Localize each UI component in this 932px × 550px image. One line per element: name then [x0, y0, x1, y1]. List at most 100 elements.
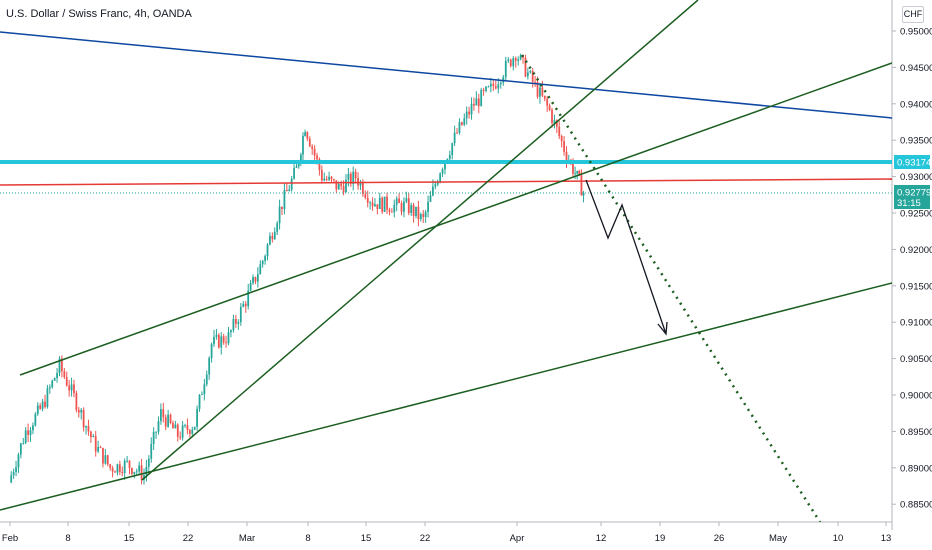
x-axis: Feb 8 15 22 Mar 8 15 22 Apr 12 19 26 May 10 13 — [2, 522, 891, 544]
candle-body — [340, 183, 343, 187]
candle-body — [56, 373, 58, 379]
x-tick-label: May — [769, 533, 787, 544]
candle-body — [61, 358, 63, 372]
candle-body — [543, 95, 546, 99]
candle-body — [293, 167, 295, 179]
y-tick-label: 0.93500 — [900, 136, 932, 147]
candle-body — [111, 467, 114, 472]
y-tick-label: 0.95000 — [900, 27, 932, 38]
last-price-tag — [894, 185, 930, 209]
candle-body — [290, 178, 293, 190]
candle-body — [434, 184, 437, 187]
x-tick-label: 8 — [65, 533, 70, 544]
candle-body — [123, 460, 126, 474]
candle-body — [558, 126, 561, 136]
candle-body — [288, 189, 291, 192]
candle-body — [215, 334, 218, 337]
candle-body — [398, 198, 400, 204]
candle-body — [328, 176, 330, 180]
candle-body — [470, 103, 473, 115]
candle-body — [456, 132, 458, 134]
candle-body — [68, 385, 71, 391]
candle-body — [359, 182, 362, 186]
y-tick-label: 0.90000 — [900, 391, 932, 402]
candle-body — [17, 454, 20, 468]
candle-body — [89, 431, 92, 438]
candle-body — [172, 422, 174, 429]
candle-body — [453, 132, 456, 144]
candle-body — [306, 132, 309, 139]
candle-body — [22, 442, 25, 444]
candle-body — [44, 401, 46, 407]
candle-body — [432, 186, 434, 196]
candle-body — [261, 260, 264, 265]
candle-body — [179, 436, 182, 438]
candle-body — [553, 120, 556, 124]
candle-body — [82, 409, 85, 428]
candle-body — [12, 471, 15, 476]
candle-body — [283, 189, 286, 209]
y-tick-label: 0.89000 — [900, 463, 932, 474]
currency-button[interactable]: CHF — [902, 6, 924, 23]
candle-body — [266, 244, 269, 257]
candle-body — [357, 177, 359, 186]
candle-body — [451, 143, 454, 156]
candle-body — [41, 401, 44, 409]
candle-body — [220, 336, 223, 348]
candle-body — [155, 431, 157, 433]
x-tick-label: 26 — [714, 533, 725, 544]
candle-body — [376, 204, 379, 209]
candle-body — [477, 98, 480, 107]
candle-body — [295, 166, 298, 168]
candle-body — [152, 431, 155, 444]
y-tick-label: 0.90500 — [900, 354, 932, 365]
candle-body — [323, 178, 326, 181]
candle-body — [264, 256, 267, 261]
candle-body — [239, 306, 242, 322]
candle-body — [126, 460, 128, 462]
candle-body — [65, 377, 68, 386]
candle-body — [393, 204, 396, 213]
candle-body — [318, 159, 321, 170]
candle-body — [249, 283, 252, 291]
candle-body — [565, 151, 568, 162]
candle-body — [145, 466, 148, 476]
candle-body — [551, 109, 553, 124]
candle-body — [541, 87, 544, 96]
candle-body — [269, 235, 271, 245]
candle-body — [53, 378, 56, 381]
candle-body — [485, 86, 487, 91]
y-tick-label: 0.94500 — [900, 63, 932, 74]
candlesticks — [10, 53, 585, 485]
candle-body — [572, 161, 574, 174]
candle-body — [337, 183, 340, 190]
candle-body — [102, 447, 104, 464]
candle-body — [405, 198, 408, 202]
candle-body — [482, 89, 485, 91]
drawings — [0, 0, 892, 522]
candle-body — [473, 103, 475, 106]
candle-body — [514, 58, 517, 61]
candle-body — [58, 358, 61, 374]
candle-body — [439, 173, 442, 183]
candle-body — [188, 430, 191, 434]
lower-channel-line — [0, 282, 892, 511]
candle-body — [208, 357, 211, 375]
candle-body — [225, 342, 227, 344]
candle-body — [24, 430, 27, 443]
candle-body — [412, 205, 415, 216]
candle-body — [335, 180, 338, 190]
candle-body — [138, 465, 141, 472]
candle-body — [388, 209, 391, 212]
candle-body — [308, 138, 311, 147]
candle-body — [560, 135, 563, 142]
candle-body — [364, 194, 367, 198]
candle-body — [159, 409, 162, 422]
candle-body — [297, 162, 300, 167]
candle-body — [15, 467, 17, 472]
candle-body — [325, 178, 328, 180]
x-tick-label: 19 — [655, 533, 666, 544]
candle-body — [19, 443, 22, 455]
candle-body — [118, 464, 121, 472]
